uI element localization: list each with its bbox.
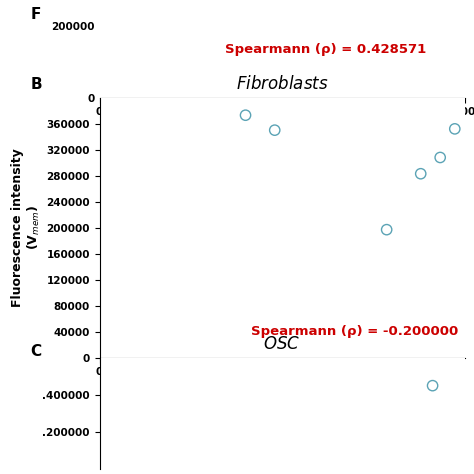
Point: [451, 125, 458, 133]
Text: Spearmann (ρ) = -0.200000: Spearmann (ρ) = -0.200000: [251, 325, 459, 338]
Point: [437, 154, 444, 161]
X-axis label: Cell number: Cell number: [240, 120, 324, 133]
Text: Spearmann (ρ) = 0.428571: Spearmann (ρ) = 0.428571: [225, 43, 427, 56]
Point: [429, 382, 437, 390]
Text: F: F: [30, 7, 41, 22]
Point: [242, 111, 249, 119]
Point: [417, 170, 425, 178]
Point: [271, 127, 279, 134]
Title: $\mathit{Fibroblasts}$: $\mathit{Fibroblasts}$: [236, 75, 328, 93]
Title: $\mathit{OSC}$: $\mathit{OSC}$: [264, 336, 301, 354]
Text: C: C: [30, 345, 41, 359]
Text: B: B: [30, 77, 42, 92]
Point: [383, 226, 391, 234]
Y-axis label: Fluorescence intensity
(V$_{mem}$): Fluorescence intensity (V$_{mem}$): [10, 148, 42, 307]
X-axis label: Cell number: Cell number: [240, 380, 324, 393]
